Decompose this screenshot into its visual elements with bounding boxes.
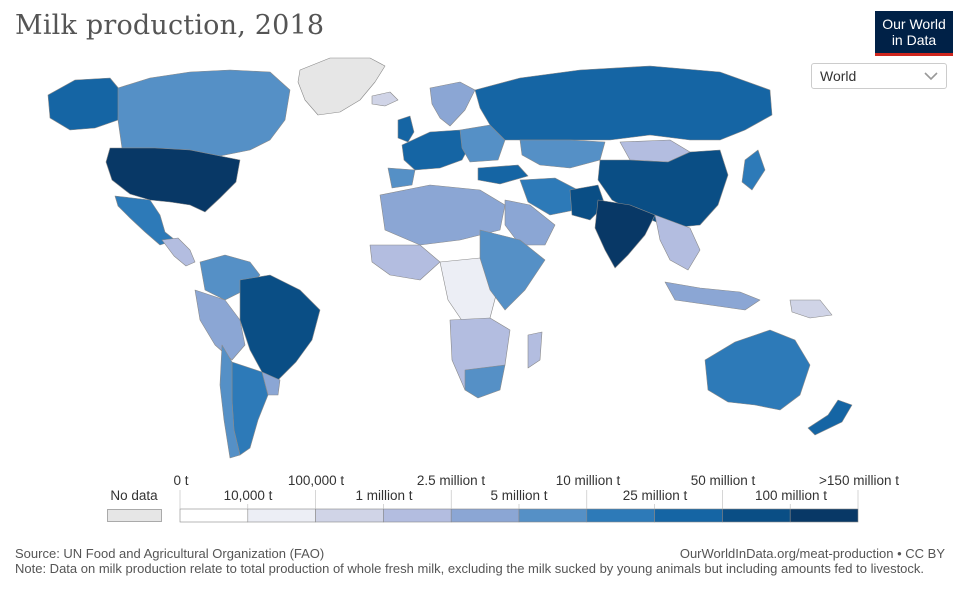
country-russia[interactable] (474, 65, 773, 141)
country-turkey[interactable] (477, 164, 529, 185)
country-japan[interactable] (741, 149, 766, 191)
country-indonesia[interactable] (664, 281, 761, 311)
legend-top-label: >150 million t (819, 473, 899, 488)
country-papua[interactable] (789, 299, 833, 319)
legend-bin-7[interactable] (654, 508, 723, 523)
legend-bin-2[interactable] (315, 508, 384, 523)
country-south-africa[interactable] (464, 364, 506, 399)
country-australia[interactable] (704, 329, 811, 411)
note-text: Note: Data on milk production relate to … (15, 561, 925, 576)
source-text: Source: UN Food and Agricultural Organiz… (15, 546, 325, 561)
legend-bottom-label: 1 million t (355, 488, 413, 503)
legend-no-data-label: No data (110, 488, 158, 503)
country-alaska[interactable] (47, 77, 121, 131)
country-north-africa[interactable] (379, 184, 506, 246)
region-selected-value: World (820, 68, 857, 84)
legend-bin-0[interactable] (179, 508, 249, 523)
region-selector[interactable]: World (811, 63, 947, 89)
legend-bottom-label: 5 million t (490, 488, 548, 503)
legend-top-label: 0 t (173, 473, 189, 488)
source-url-link[interactable]: OurWorldInData.org/meat-production • CC … (679, 546, 945, 561)
country-western-europe[interactable] (401, 129, 471, 171)
logo-line-2: in Data (891, 32, 937, 48)
owid-logo[interactable]: Our World in Data (875, 11, 953, 56)
chevron-down-icon (924, 72, 938, 81)
legend-bottom-label: 25 million t (622, 488, 688, 503)
country-chile[interactable] (219, 344, 241, 459)
country-canada[interactable] (117, 69, 291, 157)
legend-bin-5[interactable] (518, 508, 588, 523)
legend-bin-9[interactable] (789, 508, 859, 523)
legend-no-data-swatch (107, 509, 162, 522)
legend-top-label: 100,000 t (287, 473, 345, 488)
country-peru[interactable] (194, 289, 246, 361)
legend-color-bins (179, 490, 859, 523)
chart-footer: Source: UN Food and Agricultural Organiz… (15, 546, 945, 576)
legend-bin-8[interactable] (722, 508, 791, 523)
country-west-africa[interactable] (369, 244, 441, 281)
country-new-zealand[interactable] (807, 399, 853, 436)
country-spain[interactable] (387, 167, 416, 189)
world-map (47, 57, 853, 459)
legend-bin-4[interactable] (450, 508, 520, 523)
country-brazil[interactable] (239, 274, 321, 381)
legend-top-label: 50 million t (690, 473, 756, 488)
country-scandinavia[interactable] (429, 81, 476, 127)
legend-top-label: 10 million t (555, 473, 621, 488)
country-arabia[interactable] (504, 199, 556, 246)
country-mexico[interactable] (114, 195, 176, 246)
country-madagascar[interactable] (527, 331, 543, 369)
country-uk[interactable] (397, 115, 415, 143)
legend-bottom-label: 100 million t (754, 488, 828, 503)
legend-bottom-label: 10,000 t (223, 488, 273, 503)
legend-bin-3[interactable] (383, 508, 452, 523)
country-uruguay[interactable] (261, 371, 281, 396)
country-kazakhstan[interactable] (519, 139, 606, 169)
legend-bin-6[interactable] (586, 508, 655, 523)
legend-bin-1[interactable] (247, 508, 316, 523)
country-greenland[interactable] (297, 57, 386, 116)
chart-title: Milk production, 2018 (15, 10, 325, 41)
legend-top-label: 2.5 million t (416, 473, 486, 488)
country-argentina[interactable] (231, 361, 269, 456)
logo-line-1: Our World (882, 16, 946, 32)
country-iceland[interactable] (371, 91, 399, 107)
country-southeast-asia[interactable] (654, 214, 701, 271)
country-central-america[interactable] (161, 237, 196, 267)
country-usa[interactable] (105, 147, 241, 213)
country-india[interactable] (594, 199, 656, 269)
country-east-africa[interactable] (479, 229, 546, 311)
